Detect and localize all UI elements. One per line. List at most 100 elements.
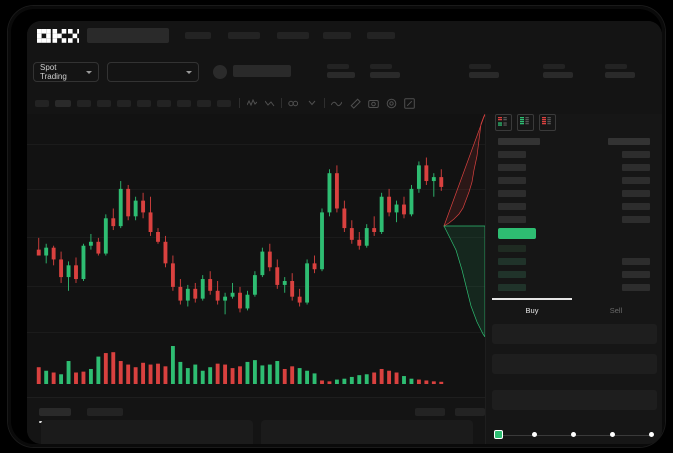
tab-open-orders[interactable] — [39, 408, 71, 416]
orderbook-header-price — [498, 138, 540, 145]
table-row[interactable] — [622, 271, 650, 278]
settings-icon[interactable] — [386, 98, 397, 109]
amount-slider[interactable] — [494, 430, 655, 440]
orderbook-asks-icon[interactable] — [539, 114, 556, 131]
table-row[interactable] — [498, 258, 526, 265]
footer-card-2[interactable] — [261, 420, 473, 444]
tab-sell[interactable]: Sell — [609, 306, 623, 315]
price-input[interactable] — [492, 324, 657, 344]
table-row[interactable] — [622, 164, 650, 171]
slider-handle[interactable] — [494, 430, 503, 439]
orderbook-bids-icon[interactable] — [517, 114, 534, 131]
pair-selector[interactable] — [107, 62, 199, 82]
table-row[interactable] — [622, 190, 650, 197]
tab-order-history[interactable] — [87, 408, 123, 416]
compare-icon[interactable] — [265, 99, 275, 108]
pair-name-label — [233, 65, 291, 77]
table-row[interactable] — [498, 245, 526, 252]
stat-low-label — [543, 64, 565, 69]
interval-button-2[interactable] — [55, 100, 71, 107]
interval-button-10[interactable] — [217, 100, 231, 107]
table-row[interactable] — [622, 151, 650, 158]
table-row[interactable] — [498, 216, 526, 223]
chart-gridline — [27, 189, 485, 190]
market-type-selector[interactable]: Spot Trading — [33, 62, 99, 82]
table-row[interactable] — [498, 177, 526, 184]
table-row[interactable] — [498, 151, 526, 158]
candlestick-series — [36, 157, 444, 315]
table-row[interactable] — [622, 177, 650, 184]
action-hide-other-pairs[interactable] — [415, 408, 445, 416]
stat-high-value — [469, 72, 499, 78]
interval-button-9[interactable] — [197, 100, 211, 107]
footer-cards — [27, 420, 485, 444]
table-row[interactable] — [498, 203, 526, 210]
nav-item-5[interactable] — [367, 32, 395, 39]
table-row[interactable] — [498, 271, 526, 278]
orderbook-panel: Buy Sell — [485, 114, 662, 444]
search-input[interactable] — [87, 28, 169, 43]
toolbar-divider — [324, 98, 325, 108]
chevron-down-icon — [186, 70, 192, 74]
nav-item-2[interactable] — [228, 32, 260, 39]
stat-change-label — [370, 64, 392, 69]
market-type-label: Spot Trading — [40, 63, 67, 81]
interval-button-7[interactable] — [157, 100, 171, 107]
interval-button-3[interactable] — [77, 100, 91, 107]
device-frame: Spot Trading — [8, 6, 665, 447]
ruler-icon[interactable] — [350, 98, 361, 109]
chart-toolbar — [27, 92, 662, 115]
alert-icon[interactable] — [288, 99, 298, 108]
table-row[interactable] — [498, 284, 526, 291]
toolbar-divider — [239, 98, 240, 108]
toolbar-divider — [281, 98, 282, 108]
stat-high-label — [469, 64, 491, 69]
slider-step-25[interactable] — [532, 432, 537, 437]
table-row[interactable] — [622, 258, 650, 265]
stat-last-price-label — [327, 64, 349, 69]
footer-card-1[interactable] — [41, 420, 253, 444]
fullscreen-icon[interactable] — [404, 98, 415, 109]
nav-item-1[interactable] — [185, 32, 211, 39]
table-row[interactable] — [622, 216, 650, 223]
dropdown-icon[interactable] — [308, 100, 316, 106]
orderbook-spread-price — [498, 228, 536, 239]
chart-gridline — [27, 237, 485, 238]
top-navigation-bar — [27, 21, 662, 52]
stat-last-price-value — [327, 72, 355, 78]
total-input[interactable] — [492, 390, 657, 410]
nav-item-3[interactable] — [277, 32, 309, 39]
nav-item-4[interactable] — [323, 32, 351, 39]
line-chart-icon[interactable] — [331, 99, 342, 108]
amount-input[interactable] — [492, 354, 657, 374]
camera-icon[interactable] — [368, 98, 379, 109]
stat-change-value — [370, 72, 400, 78]
slider-step-75[interactable] — [610, 432, 615, 437]
table-row[interactable] — [622, 203, 650, 210]
okx-logo[interactable] — [37, 29, 79, 43]
slider-step-50[interactable] — [571, 432, 576, 437]
price-chart[interactable] — [27, 114, 485, 397]
table-row[interactable] — [498, 190, 526, 197]
table-row[interactable] — [498, 164, 526, 171]
tab-buy[interactable]: Buy — [525, 306, 539, 315]
slider-step-100[interactable] — [649, 432, 654, 437]
table-row[interactable] — [622, 284, 650, 291]
action-cancel-all[interactable] — [455, 408, 485, 416]
interval-button-8[interactable] — [177, 100, 191, 107]
stat-volume-label — [605, 64, 627, 69]
interval-button-1[interactable] — [35, 100, 49, 107]
indicator-icon[interactable] — [247, 99, 257, 108]
depth-chart-overlay — [443, 114, 485, 337]
volume-series — [36, 346, 444, 384]
orderbook-both-icon[interactable] — [495, 114, 512, 131]
pair-icon — [213, 65, 227, 79]
app-screen: Spot Trading — [27, 21, 662, 444]
interval-button-4[interactable] — [97, 100, 111, 107]
stat-low-value — [543, 72, 573, 78]
chart-gridline — [27, 144, 485, 145]
chevron-down-icon — [86, 70, 92, 74]
market-sub-header: Spot Trading — [27, 52, 662, 93]
interval-button-5[interactable] — [117, 100, 131, 107]
interval-button-6[interactable] — [137, 100, 151, 107]
